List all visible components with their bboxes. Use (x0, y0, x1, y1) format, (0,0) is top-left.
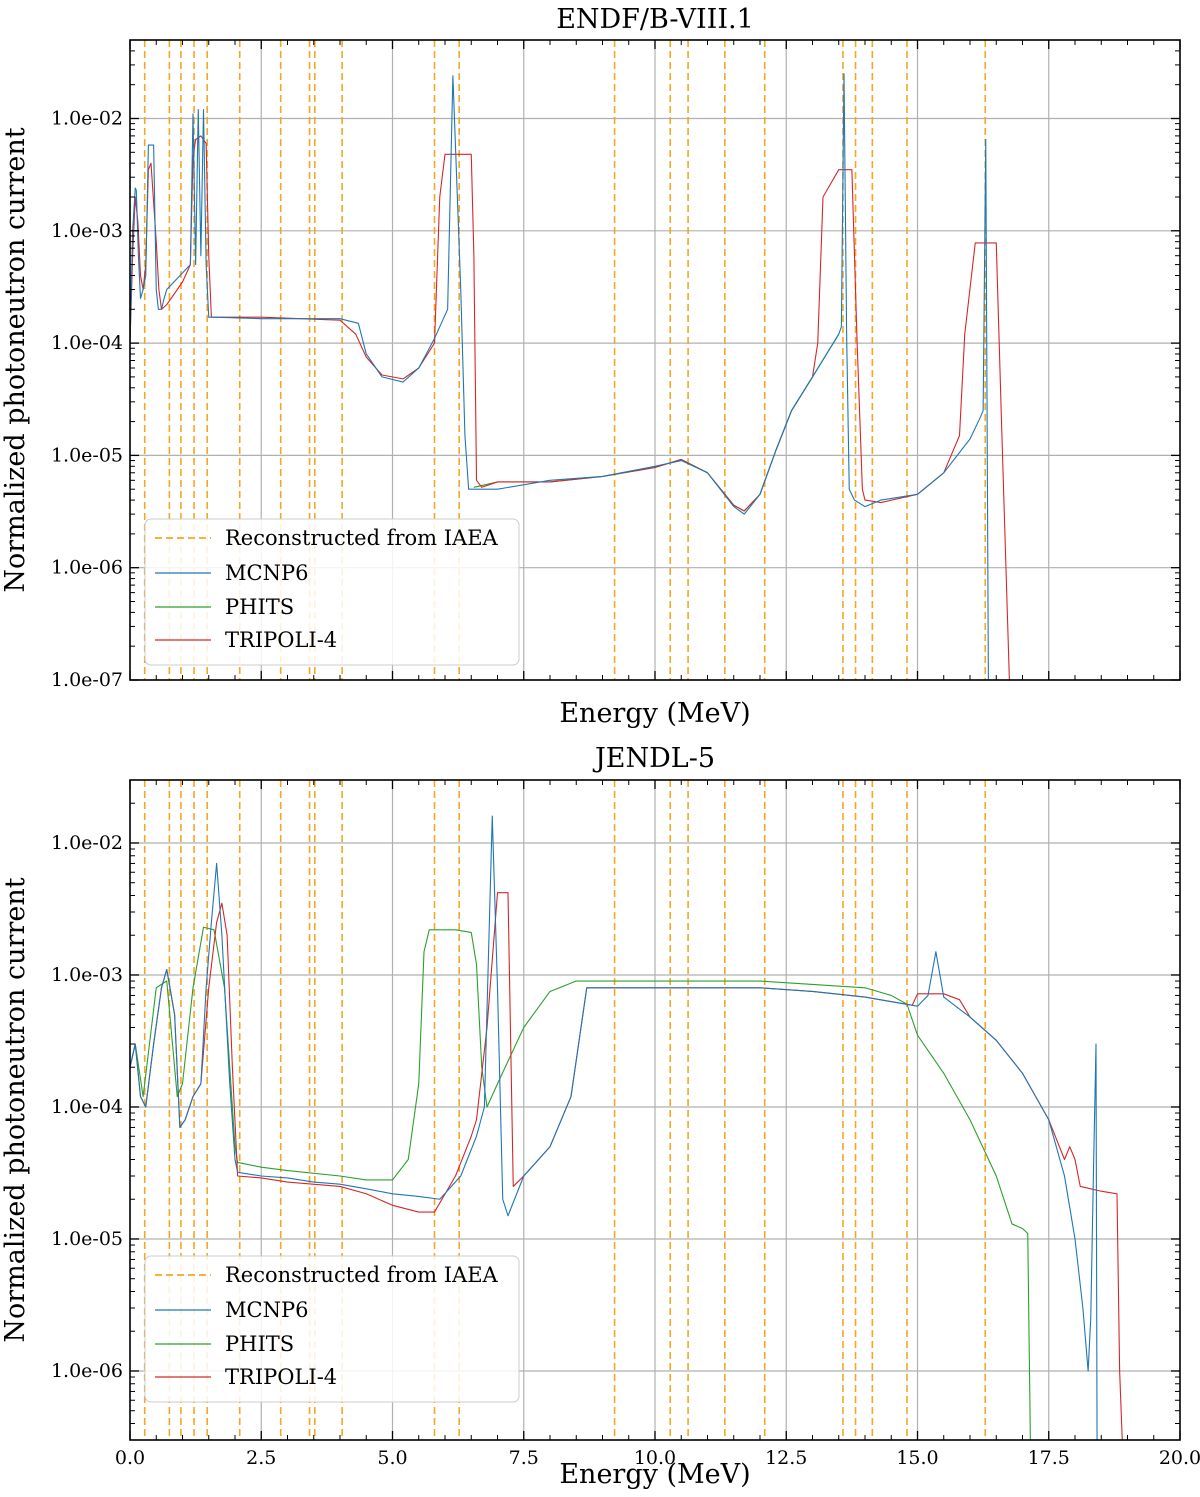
legend-label-mcnp6: MCNP6 (225, 1298, 308, 1322)
y-tick-label: 1.0e-05 (51, 1228, 123, 1250)
x-axis-label: Energy (MeV) (559, 698, 750, 729)
x-tick-label: 7.5 (509, 1447, 539, 1469)
legend-box (144, 518, 520, 666)
chart-title: JENDL-5 (592, 743, 715, 774)
series-group (130, 815, 1123, 1440)
grid (130, 40, 1180, 681)
chart-panel-endf: ENDF/B-VIII.1 1.0e-071.0e-061.0e-051.0e-… (0, 4, 1181, 729)
y-tick-label: 1.0e-06 (51, 557, 123, 579)
series-line-phits (130, 926, 1031, 1440)
y-tick-label: 1.0e-06 (51, 1360, 123, 1382)
legend-label-mcnp6: MCNP6 (225, 561, 308, 585)
series-line-mcnp6 (130, 815, 1098, 1440)
y-axis-label: Normalized photoneutron current (0, 127, 31, 592)
legend: Reconstructed from IAEA MCNP6 PHITS TRIP… (144, 1255, 520, 1403)
x-tick-label: 0.0 (115, 1447, 145, 1469)
x-tick-label: 10.0 (634, 1447, 676, 1469)
y-tick-label: 1.0e-02 (51, 832, 123, 854)
series-line-tripoli-4 (130, 135, 1010, 680)
series-line-mcnp6 (130, 73, 989, 680)
legend-label-iaea: Reconstructed from IAEA (225, 526, 499, 550)
x-tick-label: 15.0 (896, 1447, 938, 1469)
y-tick-label: 1.0e-03 (51, 220, 123, 242)
ticks: 1.0e-07 1.0e-06 1.0e-05 1.0e-04 1.0e-03 1.0e-… (51, 40, 1181, 691)
y-tick-label: 1.0e-07 (51, 669, 123, 691)
x-tick-label: 5.0 (377, 1447, 407, 1469)
y-tick-label: 1.0e-03 (51, 964, 123, 986)
legend-label-phits: PHITS (225, 1332, 294, 1356)
legend-box (144, 1255, 520, 1403)
x-axis-label: Energy (MeV) (559, 1459, 750, 1490)
y-tick-label: 1.0e-02 (51, 108, 123, 130)
x-tick-label: 20.0 (1159, 1447, 1200, 1469)
ticks: 0.0 2.5 5.0 7.5 10.0 12.5 15.0 17.5 20.0 1.0e-06 1… (51, 780, 1200, 1469)
legend-label-phits: PHITS (225, 595, 294, 619)
y-axis-label: Normalized photoneutron current (0, 877, 31, 1342)
x-tick-label: 2.5 (246, 1447, 276, 1469)
legend: Reconstructed from IAEA MCNP6 PHITS TRIP… (144, 518, 520, 666)
chart-panel-jendl: JENDL-5 0.0 2.5 5.0 7.5 10.0 12.5 15.0 17.5 20.0… (0, 743, 1200, 1490)
x-tick-label: 17.5 (1028, 1447, 1070, 1469)
legend-label-iaea: Reconstructed from IAEA (225, 1263, 499, 1287)
chart-title: ENDF/B-VIII.1 (556, 4, 754, 35)
y-tick-label: 1.0e-05 (51, 444, 123, 466)
y-tick-label: 1.0e-04 (51, 1096, 123, 1118)
legend-label-tripoli4: TRIPOLI-4 (225, 628, 337, 652)
x-tick-label: 12.5 (765, 1447, 807, 1469)
y-tick-label: 1.0e-04 (51, 332, 123, 354)
iaea-lines (143, 780, 987, 1440)
legend-label-tripoli4: TRIPOLI-4 (225, 1365, 337, 1389)
series-group (130, 73, 1010, 680)
